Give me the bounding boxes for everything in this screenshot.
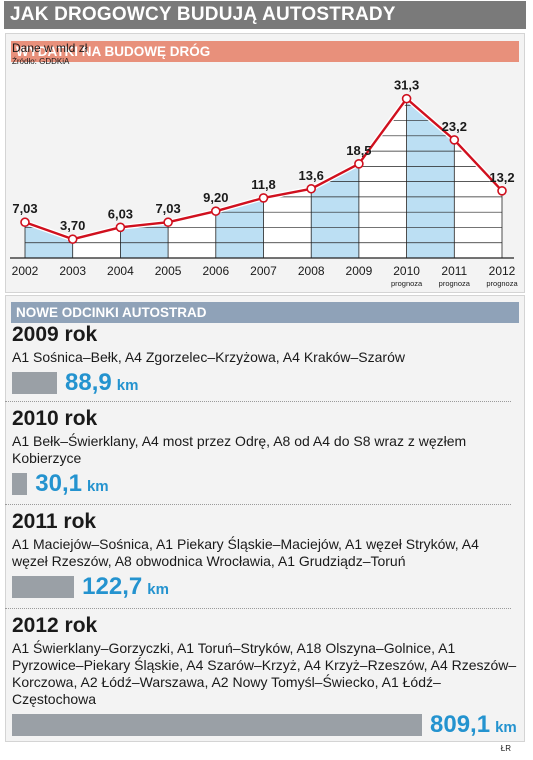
chart-header: WYDATKI NA BUDOWĘ DRÓG (11, 41, 519, 62)
area-segment (263, 188, 312, 258)
data-label: 11,8 (251, 177, 276, 192)
data-label: 7,03 (155, 201, 180, 216)
data-point (449, 135, 460, 145)
data-point (115, 222, 126, 233)
km-value: 809,1 km (430, 711, 517, 742)
x-tick-label: 2009 (346, 264, 373, 278)
km-unit: km (116, 377, 139, 394)
km-value: 122,7 km (82, 573, 169, 604)
km-number: 809,1 (430, 711, 491, 738)
data-label: 6,03 (108, 206, 133, 221)
area-segment (311, 163, 359, 258)
routes-text: A1 Sośnica–Bełk, A4 Zgorzelec–Krzyżowa, … (12, 349, 405, 365)
section-2012: 2012 rok A1 Świerklany–Gorzyczki, A1 Tor… (12, 614, 517, 738)
km-unit: km (86, 478, 109, 495)
data-point (497, 186, 507, 196)
main-title: JAK DROGOWCY BUDUJĄ AUTOSTRADY (4, 1, 526, 29)
sections-header: NOWE ODCINKI AUTOSTRAD (11, 302, 519, 323)
routes-text: A1 Maciejów–Sośnica, A1 Piekary Śląskie–… (12, 536, 479, 569)
expenditure-chart: 7,03 2002 3,70 2003 6,03 2004 7,03 2005 9,20 2006… (10, 78, 518, 288)
x-tick-label: 2011 (441, 264, 467, 278)
x-tick-label: 2007 (250, 264, 277, 278)
divider (5, 504, 511, 505)
data-point (163, 217, 173, 228)
year-title: 2011 rok (12, 510, 97, 533)
area-segment (358, 98, 407, 259)
km-unit: km (495, 719, 517, 736)
x-tick-label: 2002 (12, 264, 39, 278)
km-number: 88,9 (65, 369, 112, 396)
area-segment (120, 222, 169, 258)
data-label: 13,6 (299, 168, 324, 183)
x-tick-label: 2008 (298, 264, 325, 278)
km-bar (12, 714, 422, 736)
km-bar (12, 576, 75, 598)
source-label: Źródło: GDDKiA (12, 57, 70, 66)
data-label: 18,5 (346, 143, 371, 158)
data-label: 7,03 (12, 201, 37, 216)
year-title: 2012 rok (12, 614, 98, 637)
area-segment (168, 211, 216, 258)
area-segment (406, 98, 455, 259)
divider (5, 401, 511, 402)
section-2009: 2009 rok A1 Sośnica–Bełk, A4 Zgorzelec–K… (12, 323, 517, 396)
x-tick-label: 2010 (393, 264, 420, 278)
routes-text: A1 Bełk–Świerklany, A4 most przez Odrę, … (12, 433, 467, 466)
km-unit: km (147, 581, 169, 598)
km-number: 122,7 (82, 573, 143, 600)
data-point (211, 206, 221, 216)
area-segment (454, 139, 502, 258)
data-point (354, 159, 364, 169)
km-bar-row: 122,7 km (12, 573, 517, 600)
x-tick-label: 2003 (59, 264, 86, 278)
x-tick-note: prognoza (486, 279, 518, 288)
data-label: 3,70 (60, 218, 85, 233)
divider (5, 608, 511, 609)
data-point (306, 183, 317, 194)
data-point (258, 193, 269, 203)
data-point (20, 217, 30, 228)
km-bar (12, 473, 28, 495)
data-label: 13,2 (489, 170, 514, 185)
data-label: 9,20 (203, 190, 228, 205)
section-2010: 2010 rok A1 Bełk–Świerklany, A4 most prz… (12, 407, 517, 497)
x-tick-label: 2004 (107, 264, 134, 278)
section-2011: 2011 rok A1 Maciejów–Sośnica, A1 Piekary… (12, 510, 517, 600)
x-tick-note: prognoza (391, 279, 423, 288)
km-value: 88,9 km (65, 369, 138, 400)
x-tick-label: 2012 (489, 264, 516, 278)
area-segment (25, 222, 73, 258)
km-bar-row: 809,1 km (12, 711, 517, 738)
km-bar-row: 88,9 km (12, 369, 517, 396)
routes-text: A1 Świerklany–Gorzyczki, A1 Toruń–Strykó… (12, 640, 517, 707)
x-tick-label: 2006 (202, 264, 229, 278)
data-point (401, 93, 412, 104)
author-credit: ŁR (500, 744, 511, 753)
unit-label: Dane w mld zł (12, 41, 88, 55)
year-title: 2009 rok (12, 323, 98, 346)
km-bar-row: 30,1 km (12, 470, 517, 497)
km-bar (12, 372, 58, 394)
year-title: 2010 rok (12, 407, 98, 430)
data-label: 31,3 (394, 78, 419, 93)
data-point (67, 234, 78, 244)
km-value: 30,1 km (35, 470, 108, 501)
km-number: 30,1 (35, 470, 82, 497)
sections-panel: NOWE ODCINKI AUTOSTRAD (5, 295, 525, 742)
x-tick-note: prognoza (439, 279, 471, 288)
data-label: 23,2 (442, 119, 467, 134)
x-tick-label: 2005 (155, 264, 182, 278)
